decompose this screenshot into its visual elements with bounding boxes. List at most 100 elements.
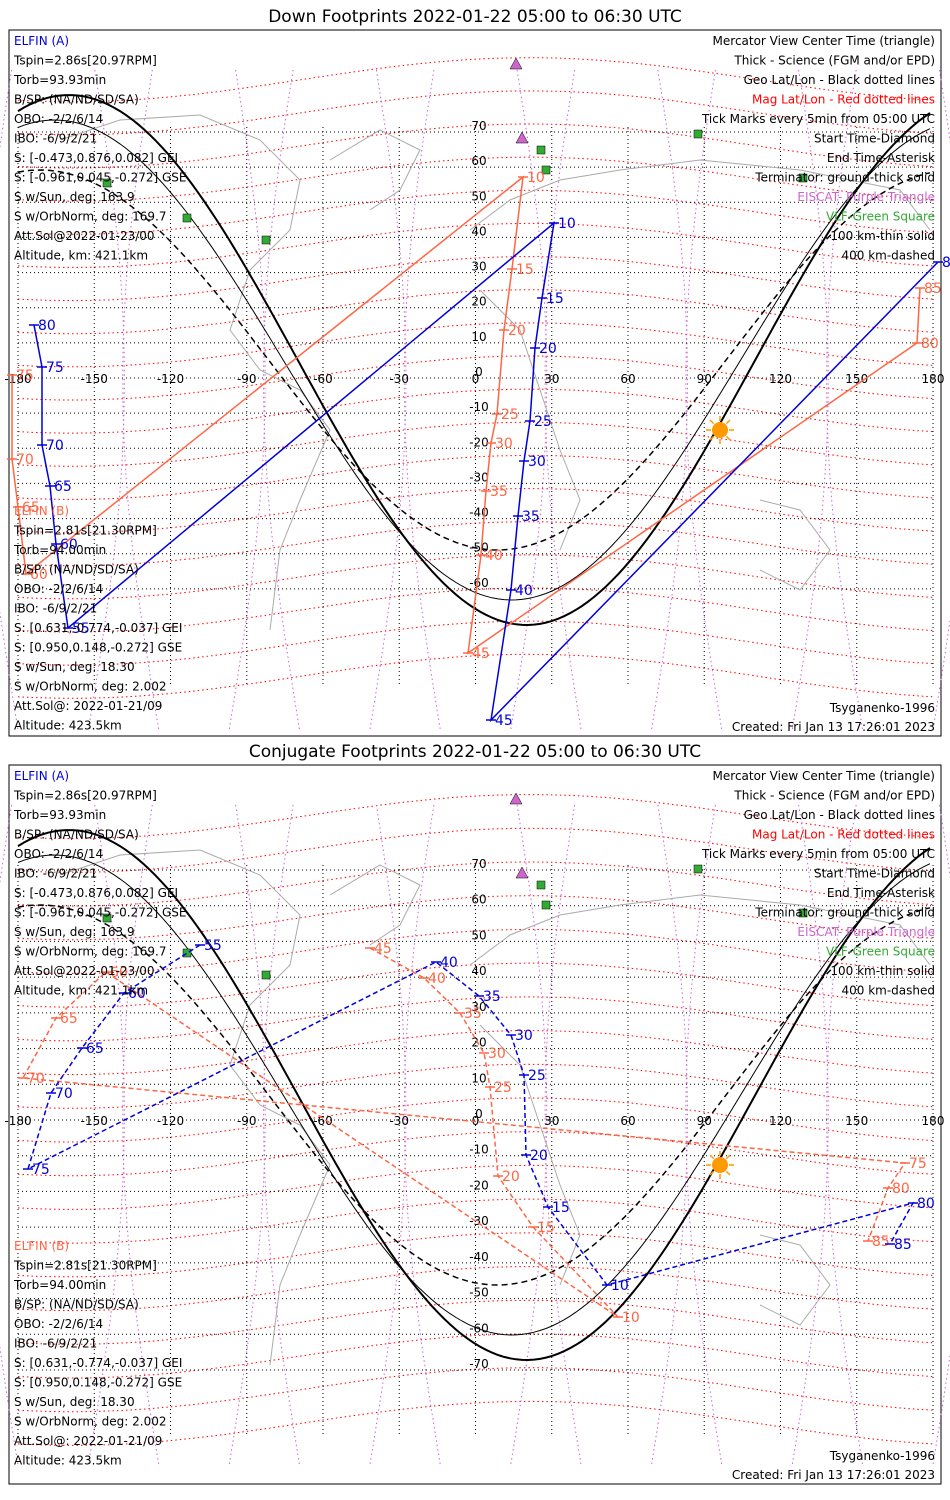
lon-tick-label: -60 bbox=[313, 1114, 333, 1128]
coastline bbox=[479, 289, 581, 551]
legend-line: Thick - Science (FGM and/or EPD) bbox=[733, 54, 935, 68]
lon-tick-label: 0 bbox=[472, 372, 480, 386]
legend-line: Mag Lat/Lon - Red dotted lines bbox=[752, 93, 935, 107]
panel-title: Down Footprints 2022-01-22 05:00 to 06:3… bbox=[268, 7, 682, 27]
sat_b-info-line: S: [0.950,0.148,-0.272] GSE bbox=[14, 641, 182, 655]
mag-lat-line bbox=[17, 57, 934, 103]
legend-line: 400 km-dashed bbox=[841, 249, 935, 263]
mag-lat-line bbox=[17, 1164, 934, 1210]
track-time-label: 10 bbox=[558, 216, 576, 232]
track-time-label: 65 bbox=[22, 500, 40, 516]
track-time-label: 80 bbox=[892, 1181, 910, 1197]
track-time-label: 35 bbox=[464, 1006, 482, 1022]
sat_b-info-line: Torb=94.00min bbox=[13, 1278, 106, 1292]
lat-tick-label: -60 bbox=[469, 576, 489, 590]
track-time-label: 30 bbox=[528, 454, 546, 470]
vlf-square-icon bbox=[541, 165, 551, 175]
legend-line: Mag Lat/Lon - Red dotted lines bbox=[752, 828, 935, 842]
track-time-label: 30 bbox=[495, 436, 513, 452]
sat_a-info-line: ELFIN (A) bbox=[14, 769, 69, 783]
track-time-label: 20 bbox=[539, 341, 557, 357]
legend-line: VLF-Green Square bbox=[826, 945, 935, 959]
track-time-label: 20 bbox=[508, 323, 526, 339]
eiscat-triangle-icon bbox=[515, 866, 529, 879]
eiscat-triangle-icon bbox=[515, 131, 529, 144]
lon-tick-label: 30 bbox=[544, 372, 559, 386]
lon-tick-label: 180 bbox=[922, 372, 945, 386]
track-time-label: 55 bbox=[72, 621, 90, 637]
sat_b-info-line: Tspin=2.81s[21.30RPM] bbox=[13, 524, 157, 538]
down-footprints-panel: Down Footprints 2022-01-22 05:00 to 06:3… bbox=[0, 7, 950, 737]
sat_b-info-line: Tspin=2.81s[21.30RPM] bbox=[13, 1259, 157, 1273]
lon-tick-label: 120 bbox=[769, 372, 792, 386]
legend-line: 100 km-thin solid bbox=[830, 229, 935, 243]
sat_a-info-line: B/SP: (NA/ND/SD/SA) bbox=[14, 93, 139, 107]
vlf-square-icon bbox=[798, 908, 808, 918]
legend-line: Geo Lat/Lon - Black dotted lines bbox=[744, 73, 935, 87]
lat-tick-label: 20 bbox=[471, 295, 486, 309]
track-time-label: 15 bbox=[546, 291, 564, 307]
lon-tick-label: -90 bbox=[237, 1114, 257, 1128]
lon-tick-label: -60 bbox=[313, 372, 333, 386]
sat_b-info-line: ELFIN (B) bbox=[14, 504, 69, 518]
track-time-label: 40 bbox=[428, 971, 446, 987]
lon-tick-label: -30 bbox=[389, 1114, 409, 1128]
lat-tick-label: 40 bbox=[471, 224, 486, 238]
track-time-label: 20 bbox=[530, 1148, 548, 1164]
elfin-b-track bbox=[21, 947, 907, 1318]
sat_a-info-line: Att.Sol@2022-01-23/00 bbox=[14, 229, 155, 243]
sat_a-info-line: Torb=93.93min bbox=[13, 808, 106, 822]
sat_a-info-line: Tspin=2.86s[20.97RPM] bbox=[13, 54, 157, 68]
mag-lat-line bbox=[17, 256, 934, 302]
legend-line: VLF-Green Square bbox=[826, 210, 935, 224]
sat_b-info-line: Altitude: 423.5km bbox=[14, 1454, 122, 1468]
sat_b-info-line: S: [0.631,-0.774,-0.037] GEI bbox=[14, 1356, 182, 1370]
lat-tick-label: -20 bbox=[469, 1178, 489, 1192]
sat_a-info-line: S w/OrbNorm, deg: 169.7 bbox=[14, 945, 166, 959]
lon-tick-label: 90 bbox=[697, 372, 712, 386]
legend-line: Terminator: ground-thick solid bbox=[754, 906, 935, 920]
sat_a-info-line: IBO: -6/9/2/21 bbox=[14, 867, 97, 881]
sat_a-info-line: Att.Sol@2022-01-23/00 bbox=[14, 964, 155, 978]
lat-tick-label: 20 bbox=[471, 1036, 486, 1050]
elfin-a-track bbox=[26, 944, 915, 1286]
lon-tick-label: -150 bbox=[81, 372, 108, 386]
track-time-label: 10 bbox=[611, 1278, 629, 1294]
lat-tick-label: -60 bbox=[469, 1321, 489, 1335]
sun-ray bbox=[709, 419, 715, 425]
sun-ray bbox=[725, 419, 731, 425]
lat-tick-label: -10 bbox=[469, 1143, 489, 1157]
lat-tick-label: 30 bbox=[471, 260, 486, 274]
sat_b-info-line: OBO: -2/2/6/14 bbox=[14, 1317, 103, 1331]
lat-tick-label: 0 bbox=[475, 1107, 483, 1121]
sat_b-info-line: IBO: -6/9/2/21 bbox=[14, 1337, 97, 1351]
coastline bbox=[329, 864, 421, 946]
track-time-label: 35 bbox=[483, 989, 501, 1005]
coastline bbox=[479, 1024, 581, 1286]
track-time-label: 25 bbox=[534, 414, 552, 430]
vlf-square-icon bbox=[541, 900, 551, 910]
vlf-square-icon bbox=[261, 235, 271, 245]
track-time-label: 60 bbox=[128, 986, 146, 1002]
mag-lat-line bbox=[17, 454, 934, 500]
created-timestamp: Created: Fri Jan 13 17:26:01 2023 bbox=[732, 1468, 935, 1482]
sat_a-info-line: Tspin=2.86s[20.97RPM] bbox=[13, 789, 157, 803]
track-time-label: 20 bbox=[502, 1169, 520, 1185]
track-time-label: 60 bbox=[110, 965, 128, 981]
sat_b-info-line: S w/Sun, deg: 18.30 bbox=[14, 660, 135, 674]
lat-tick-label: -50 bbox=[469, 541, 489, 555]
lat-tick-label: -40 bbox=[469, 506, 489, 520]
sun-icon bbox=[712, 422, 728, 438]
track-time-label: 80 bbox=[921, 336, 939, 352]
mag-lat-line bbox=[17, 388, 934, 434]
sun-ray bbox=[725, 1154, 731, 1160]
vlf-square-icon bbox=[102, 178, 112, 188]
track-time-label: 75 bbox=[32, 1162, 50, 1178]
legend-line: End Time-Asterisk bbox=[827, 886, 935, 900]
vlf-square-icon bbox=[102, 913, 112, 923]
eiscat-triangle-icon bbox=[509, 57, 523, 70]
sat_a-info-line: S w/Sun, deg: 163.9 bbox=[14, 925, 135, 939]
track-time-label: 40 bbox=[515, 583, 533, 599]
track-time-label: 40 bbox=[440, 955, 458, 971]
